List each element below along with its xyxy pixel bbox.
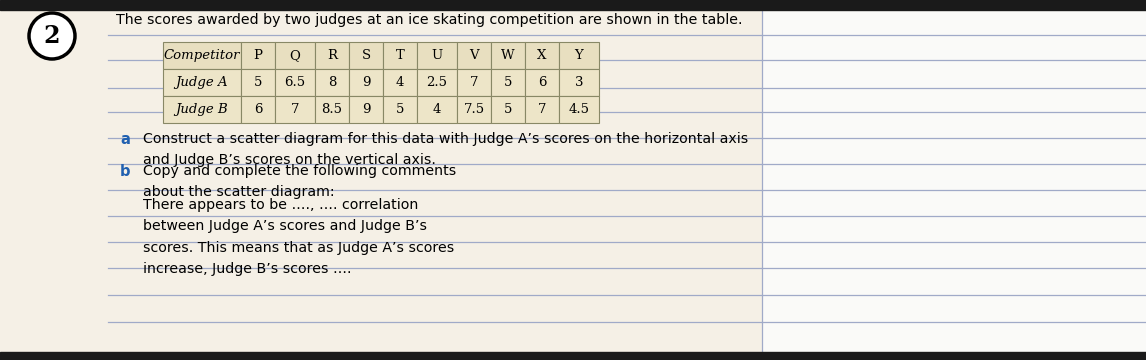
Bar (275, 42, 315, 69)
Bar (457, 69, 490, 96)
Text: 7: 7 (470, 76, 478, 89)
Bar (383, 96, 417, 123)
Text: U: U (431, 49, 442, 62)
Text: There appears to be …., …. correlation
between Judge A’s scores and Judge B’s
sc: There appears to be …., …. correlation b… (143, 198, 454, 276)
Text: 6: 6 (537, 76, 547, 89)
Bar (559, 96, 599, 123)
Bar (163, 96, 241, 123)
Text: Judge A: Judge A (175, 76, 228, 89)
Text: a: a (120, 132, 129, 147)
Circle shape (29, 13, 74, 59)
Bar (490, 69, 525, 96)
Text: 7: 7 (537, 103, 547, 116)
Text: T: T (395, 49, 405, 62)
Text: Y: Y (574, 49, 583, 62)
Text: 6: 6 (253, 103, 262, 116)
Bar (275, 69, 315, 96)
Bar (350, 42, 383, 69)
Bar (525, 42, 559, 69)
Text: Construct a scatter diagram for this data with Judge A’s scores on the horizonta: Construct a scatter diagram for this dat… (143, 132, 748, 167)
Bar (457, 42, 490, 69)
Text: X: X (537, 49, 547, 62)
Text: 7.5: 7.5 (463, 103, 485, 116)
Bar (241, 96, 275, 123)
Text: 3: 3 (575, 76, 583, 89)
Bar (163, 69, 241, 96)
Bar (525, 69, 559, 96)
Bar (383, 42, 417, 69)
Text: 5: 5 (253, 76, 262, 89)
Text: 2.5: 2.5 (426, 76, 447, 89)
Text: 2: 2 (44, 24, 61, 48)
Text: 5: 5 (395, 103, 405, 116)
Text: 4: 4 (433, 103, 441, 116)
Bar (350, 96, 383, 123)
Text: W: W (501, 49, 515, 62)
Text: S: S (361, 49, 370, 62)
Text: R: R (327, 49, 337, 62)
Text: 9: 9 (362, 103, 370, 116)
Text: P: P (253, 49, 262, 62)
Bar (241, 69, 275, 96)
Bar (241, 42, 275, 69)
Text: V: V (469, 49, 479, 62)
Bar (383, 69, 417, 96)
Text: 9: 9 (362, 76, 370, 89)
Bar (559, 69, 599, 96)
Text: Judge B: Judge B (175, 103, 228, 116)
Bar (490, 42, 525, 69)
Bar (417, 42, 457, 69)
Bar (417, 69, 457, 96)
Bar (0, 0, 1146, 10)
Bar (0, 352, 1146, 360)
Text: 8: 8 (328, 76, 336, 89)
Bar (457, 96, 490, 123)
Text: b: b (120, 164, 131, 179)
Bar (350, 69, 383, 96)
Text: 5: 5 (504, 76, 512, 89)
Text: 4: 4 (395, 76, 405, 89)
Text: 8.5: 8.5 (322, 103, 343, 116)
Bar (163, 42, 241, 69)
Bar (559, 42, 599, 69)
Bar (417, 96, 457, 123)
Bar (275, 96, 315, 123)
Text: Q: Q (290, 49, 300, 62)
Text: The scores awarded by two judges at an ice skating competition are shown in the : The scores awarded by two judges at an i… (116, 13, 743, 27)
Bar (762, 8, 1146, 352)
Text: Copy and complete the following comments
about the scatter diagram:: Copy and complete the following comments… (143, 164, 456, 199)
Bar (315, 69, 350, 96)
Text: 7: 7 (291, 103, 299, 116)
Text: 4.5: 4.5 (568, 103, 589, 116)
Bar (315, 42, 350, 69)
Bar (490, 96, 525, 123)
Text: 6.5: 6.5 (284, 76, 306, 89)
Text: 5: 5 (504, 103, 512, 116)
Bar (525, 96, 559, 123)
Text: Competitor: Competitor (164, 49, 241, 62)
Bar (315, 96, 350, 123)
Bar (0, 8, 762, 352)
